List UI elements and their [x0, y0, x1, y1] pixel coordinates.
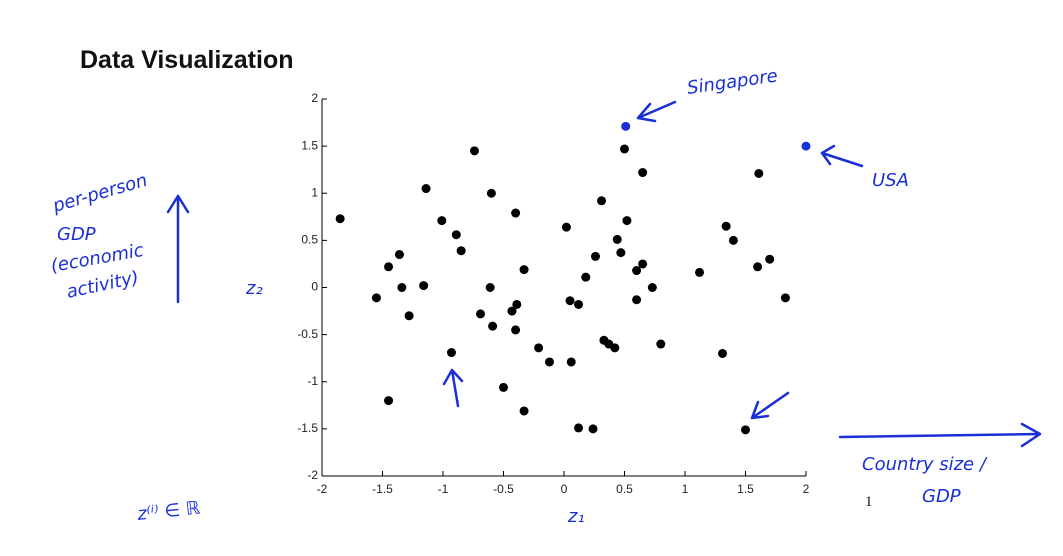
- annotation: z⁽ⁱ⁾ ∈ ℝ: [135, 498, 201, 526]
- point: [511, 325, 521, 335]
- point: [519, 406, 529, 416]
- annotation: USA: [872, 170, 909, 191]
- y-tick-label: -1: [307, 374, 318, 388]
- annotation-arrows: [166, 100, 1042, 448]
- point: [485, 283, 495, 292]
- point: [519, 265, 529, 275]
- point: [419, 281, 429, 291]
- y-tick-label: 0.5: [301, 233, 318, 247]
- point: [638, 168, 648, 178]
- x-tick-label: -2: [317, 482, 328, 496]
- x-tick-label: 0: [561, 482, 568, 496]
- point: [622, 216, 632, 226]
- point: [561, 222, 571, 232]
- point: [647, 283, 657, 292]
- point: [565, 296, 575, 306]
- point: [476, 309, 486, 319]
- point: [728, 235, 738, 245]
- annotation: Country size /: [862, 454, 988, 475]
- annotation: per-person: [50, 170, 150, 217]
- y-tick-label: 2: [311, 91, 318, 105]
- x-tick-label: 2: [803, 482, 810, 496]
- point: [507, 306, 517, 316]
- point: [446, 348, 456, 358]
- point: [512, 299, 522, 309]
- point: [574, 299, 584, 309]
- point: [721, 221, 731, 231]
- point: [421, 184, 431, 194]
- point: [632, 295, 642, 305]
- point: [753, 262, 763, 272]
- point: [534, 343, 544, 353]
- point: [394, 250, 404, 260]
- y-tick-label: -0.5: [297, 327, 318, 341]
- point: [451, 230, 461, 240]
- arrow: [750, 391, 790, 420]
- annotation: GDP: [57, 224, 96, 245]
- point: [371, 293, 381, 303]
- point: [765, 254, 775, 264]
- axes: [321, 99, 806, 477]
- point: [610, 343, 620, 353]
- point: [499, 382, 508, 392]
- point: [780, 293, 790, 303]
- point: [511, 208, 521, 218]
- point: [616, 248, 626, 258]
- point: [695, 267, 705, 277]
- annotation: z₂: [245, 278, 263, 299]
- point: [597, 196, 607, 206]
- y-tick-label: 0: [311, 280, 318, 294]
- point: [404, 311, 414, 321]
- point: [656, 339, 666, 349]
- point: [486, 188, 496, 198]
- point: [456, 246, 466, 256]
- point: [612, 234, 622, 244]
- annotation: GDP: [922, 486, 961, 507]
- y-tick-label: -2: [307, 468, 318, 482]
- arrow: [838, 422, 1042, 448]
- point: [801, 141, 811, 151]
- point: [544, 357, 554, 367]
- y-tick-label: 1.5: [301, 138, 318, 152]
- point: [632, 266, 642, 276]
- annotation: Singapore: [686, 65, 779, 98]
- x-tick-label: 1.5: [737, 482, 754, 496]
- x-tick-label: -0.5: [493, 482, 514, 496]
- arrow: [166, 194, 190, 304]
- point: [574, 423, 584, 433]
- arrow: [442, 368, 464, 408]
- point: [566, 357, 576, 367]
- point: [741, 425, 750, 435]
- point: [590, 251, 600, 261]
- point: [397, 283, 407, 292]
- x-tick-label: 1: [682, 482, 689, 496]
- x-tick-label: 0.5: [616, 482, 633, 496]
- point: [588, 424, 598, 434]
- point: [437, 216, 447, 226]
- annotation: z₁: [567, 506, 585, 527]
- arrow: [636, 100, 677, 123]
- point: [384, 262, 394, 272]
- point: [581, 272, 591, 282]
- point: [620, 144, 629, 154]
- slide-title: Data Visualization: [80, 46, 294, 74]
- point: [621, 121, 631, 131]
- y-tick-label: -1.5: [297, 421, 318, 435]
- arrow: [820, 144, 864, 168]
- annotation: 1: [865, 494, 873, 510]
- y-tick-label: 1: [311, 185, 318, 199]
- point: [718, 348, 728, 358]
- point: [335, 214, 345, 224]
- x-tick-label: -1: [438, 482, 449, 496]
- point: [469, 146, 479, 156]
- point: [638, 259, 648, 269]
- point: [754, 168, 764, 178]
- x-tick-label: -1.5: [372, 482, 393, 496]
- point: [384, 396, 394, 406]
- point: [488, 321, 498, 331]
